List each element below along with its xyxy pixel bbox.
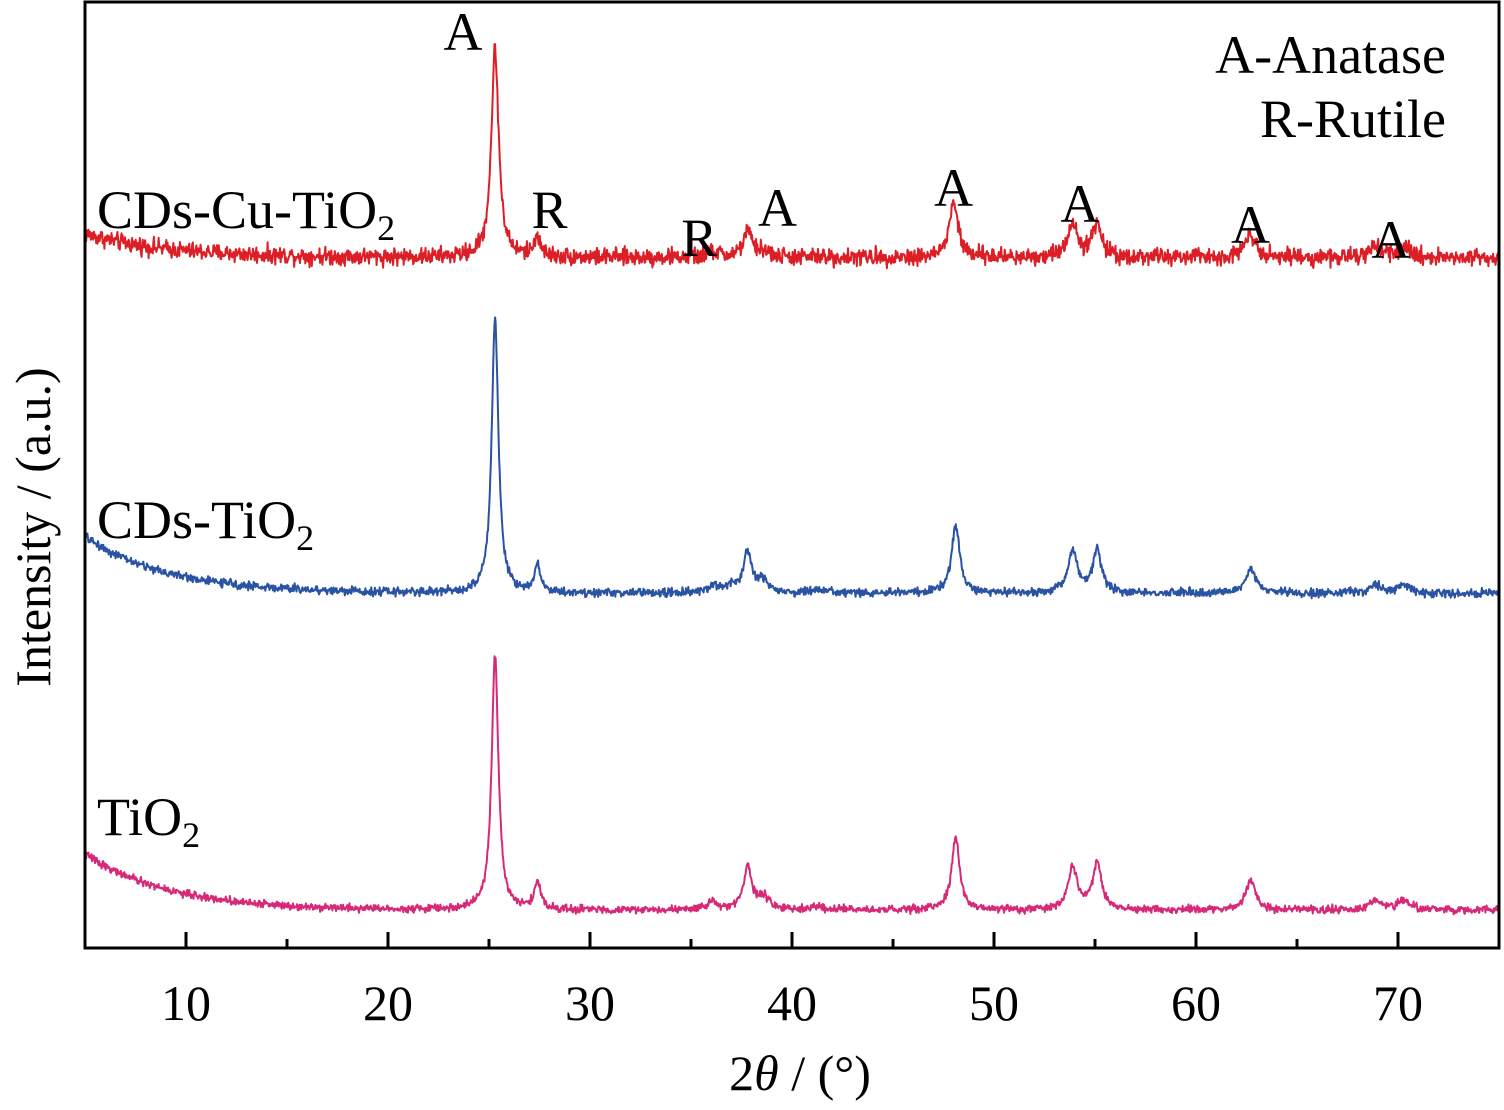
- peak-label-anatase: A: [1060, 174, 1099, 234]
- x-axis-tick-labels: 10 20 30 40 50 60 70: [161, 975, 1423, 1031]
- peak-label-anatase: A: [758, 178, 797, 238]
- series-traces: [84, 43, 1500, 916]
- series-label-tio2: TiO2: [97, 787, 200, 855]
- x-tick-label: 70: [1373, 975, 1423, 1031]
- x-tick-label: 20: [363, 975, 413, 1031]
- legend: A-Anatase R-Rutile: [1215, 25, 1446, 149]
- x-tick-label: 60: [1171, 975, 1221, 1031]
- x-axis-title: 2θ / (°): [729, 1045, 871, 1101]
- x-tick-label: 50: [969, 975, 1019, 1031]
- legend-rutile: R-Rutile: [1260, 89, 1446, 149]
- peak-label-rutile: R: [531, 180, 567, 240]
- peak-label-anatase: A: [934, 158, 973, 218]
- x-tick-label: 30: [565, 975, 615, 1031]
- x-tick-label: 40: [767, 975, 817, 1031]
- series-label-cds-cu-tio2: CDs-Cu-TiO2: [97, 180, 395, 248]
- peak-label-anatase: A: [1231, 195, 1270, 255]
- series-line-tio2: [84, 655, 1500, 916]
- series-label-cds-tio2: CDs-TiO2: [97, 490, 314, 558]
- x-tick-label: 10: [161, 975, 211, 1031]
- y-axis-title: Intensity / (a.u.): [5, 367, 61, 686]
- peak-labels: AR R A A A A A: [444, 2, 1411, 270]
- peak-label-anatase: A: [1371, 210, 1410, 270]
- peak-label-anatase: A: [444, 2, 483, 62]
- series-line-cds-tio2: [84, 316, 1500, 600]
- series-line-cds-cu-tio2: [84, 43, 1500, 270]
- series-labels: CDs-Cu-TiO2 CDs-TiO2 TiO2: [97, 180, 395, 855]
- x-axis-ticks: [184, 932, 1400, 948]
- legend-anatase: A-Anatase: [1215, 25, 1446, 85]
- peak-label-rutile: R: [681, 208, 717, 268]
